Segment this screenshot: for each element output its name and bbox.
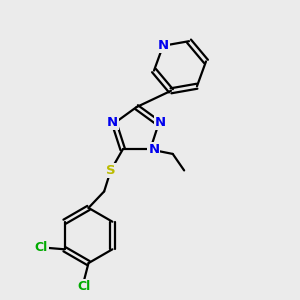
Text: S: S <box>106 164 116 177</box>
Text: N: N <box>158 39 169 52</box>
Text: N: N <box>107 116 118 129</box>
Text: N: N <box>148 143 159 156</box>
Text: Cl: Cl <box>77 280 91 293</box>
Text: N: N <box>155 116 166 129</box>
Text: Cl: Cl <box>34 241 48 254</box>
